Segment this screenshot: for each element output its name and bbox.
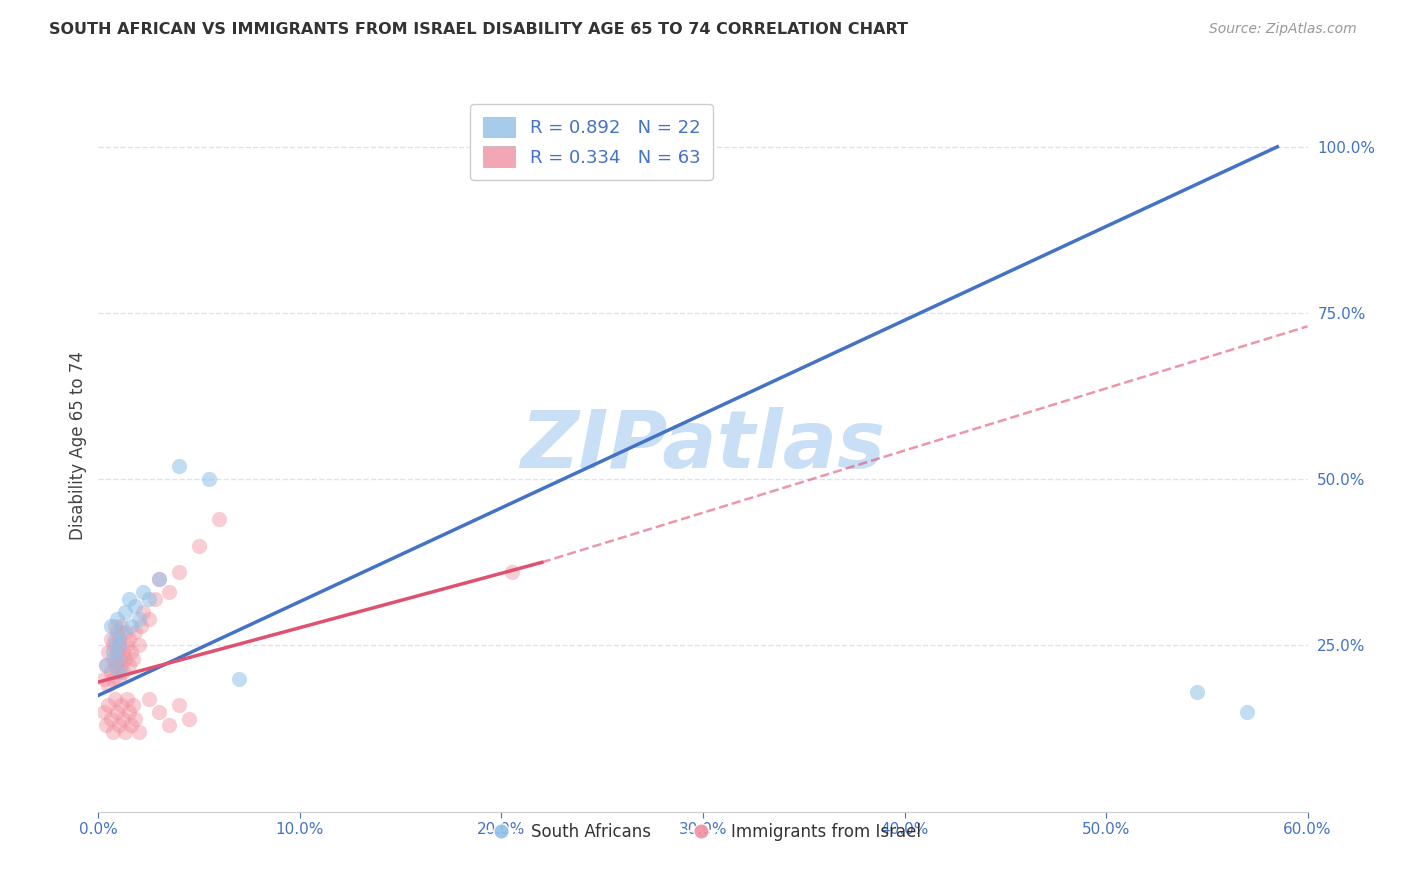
Point [157,585,180,599]
Point [179,712,201,726]
Point [100,665,122,679]
Point [101,645,124,659]
Point [105,652,128,666]
Point [120,618,142,632]
Point [96,658,118,673]
Point [97,645,120,659]
Y-axis label: Disability Age 65 to 74: Disability Age 65 to 74 [69,351,87,541]
Point [103,618,125,632]
Point [103,691,125,706]
Point [228,672,250,686]
Point [118,591,141,606]
Legend: South Africans, Immigrants from Israel: South Africans, Immigrants from Israel [478,816,928,847]
Point [111,645,134,659]
Point [501,566,523,580]
Point [124,625,146,640]
Point [115,691,138,706]
Point [107,639,129,653]
Point [208,512,231,526]
Point [129,618,152,632]
Point [143,591,166,606]
Point [121,698,143,713]
Point [132,585,155,599]
Point [167,698,190,713]
Point [105,625,128,640]
Point [105,705,128,719]
Point [105,612,128,626]
Point [121,652,143,666]
Point [188,539,211,553]
Point [138,612,160,626]
Point [101,672,124,686]
Point [114,725,136,739]
Point [100,618,122,632]
Point [97,678,120,692]
Point [93,672,115,686]
Point [103,632,125,646]
Point [107,672,129,686]
Point [107,665,129,679]
Point [114,605,136,619]
Point [138,691,160,706]
Text: SOUTH AFRICAN VS IMMIGRANTS FROM ISRAEL DISABILITY AGE 65 TO 74 CORRELATION CHAR: SOUTH AFRICAN VS IMMIGRANTS FROM ISRAEL … [49,22,908,37]
Point [93,705,115,719]
Point [100,632,122,646]
Point [97,698,120,713]
Point [120,645,142,659]
Point [120,718,142,732]
Point [111,665,134,679]
Point [138,591,160,606]
Point [107,639,129,653]
Point [1185,685,1208,699]
Point [167,566,190,580]
Point [110,625,132,640]
Point [110,658,132,673]
Point [148,572,170,586]
Point [107,632,129,646]
Point [148,705,170,719]
Point [111,712,134,726]
Point [157,718,180,732]
Point [118,658,141,673]
Point [100,712,122,726]
Point [124,599,146,613]
Point [96,718,118,732]
Point [96,658,118,673]
Point [105,665,128,679]
Point [124,712,146,726]
Point [128,612,150,626]
Point [114,625,136,640]
Point [167,458,190,473]
Point [118,705,141,719]
Point [148,572,170,586]
Point [118,632,141,646]
Point [198,472,221,486]
Point [101,652,124,666]
Point [115,639,138,653]
Point [105,645,128,659]
Point [114,652,136,666]
Point [1236,705,1258,719]
Point [107,652,129,666]
Point [101,725,124,739]
Point [101,639,124,653]
Point [128,639,150,653]
Point [132,605,155,619]
Text: Source: ZipAtlas.com: Source: ZipAtlas.com [1209,22,1357,37]
Point [128,725,150,739]
Point [110,698,132,713]
Text: ZIPatlas: ZIPatlas [520,407,886,485]
Point [103,658,125,673]
Point [110,618,132,632]
Point [107,718,129,732]
